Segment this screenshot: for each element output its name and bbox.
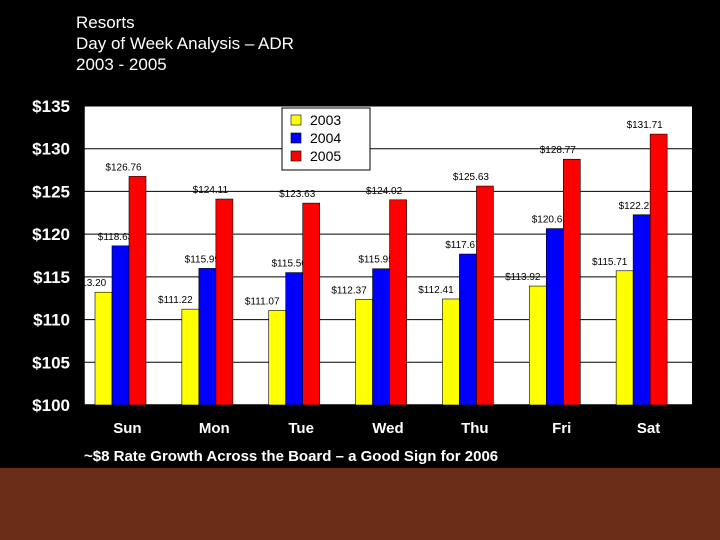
data-label-2005-wed: $124.02 — [366, 186, 403, 197]
bar-2005-mon — [215, 198, 234, 406]
bar-2005-tue — [302, 202, 321, 406]
y-tick-label: $135 — [32, 97, 70, 116]
x-tick-label-tue: Tue — [288, 420, 314, 437]
bar-2003-sun — [94, 291, 113, 406]
footer-band — [0, 468, 720, 540]
y-tick-label: $130 — [32, 140, 70, 159]
data-label-2005-thu: $125.63 — [453, 172, 490, 183]
bar-2004-sat — [632, 214, 651, 406]
bar-2003-mon — [181, 308, 200, 406]
bar-2005-fri — [562, 158, 581, 406]
y-tick-label: $120 — [32, 225, 70, 244]
x-tick-label-sat: Sat — [637, 420, 660, 437]
legend-label-2004: 2004 — [310, 130, 341, 146]
legend-swatch-2005 — [290, 150, 302, 162]
x-tick-label-mon: Mon — [199, 420, 230, 437]
data-label-2004-wed: $115.95 — [358, 255, 394, 266]
y-tick-label: $110 — [33, 311, 70, 330]
data-label-2004-thu: $117.67 — [445, 240, 481, 251]
legend-swatch-2004 — [290, 132, 302, 144]
data-label-2004-fri: $120.65 — [532, 215, 569, 226]
title-line-3: 2003 - 2005 — [76, 55, 167, 74]
bar-2003-sat — [615, 270, 634, 406]
data-label-2005-sun: $126.76 — [105, 162, 142, 173]
bar-2004-mon — [198, 268, 217, 406]
data-label-2004-sun: $118.63 — [98, 232, 134, 243]
data-label-2004-tue: $115.50 — [272, 259, 308, 270]
bar-2003-wed — [355, 299, 373, 406]
bar-2003-tue — [268, 310, 287, 406]
y-tick-label: $100 — [32, 396, 70, 415]
data-label-2003-tue: $111.07 — [245, 296, 280, 307]
bar-2004-fri — [545, 228, 564, 406]
y-tick-label: $125 — [32, 182, 70, 201]
x-tick-label-thu: Thu — [461, 420, 489, 437]
data-label-2003-mon: $111.22 — [158, 295, 193, 306]
bar-2004-tue — [285, 272, 304, 406]
data-label-2003-sun: $113.20 — [71, 278, 107, 289]
adr-bar-chart: $100 $105 $110 $115 $120 $125 $130 $135 $113.20 $… — [32, 97, 693, 437]
bar-2005-sun — [128, 176, 147, 406]
bar-2003-fri — [528, 285, 547, 406]
data-label-2005-mon: $124.11 — [193, 185, 229, 196]
bar-2005-sat — [649, 133, 668, 406]
title-line-2: Day of Week Analysis – ADR — [76, 34, 294, 53]
bar-2003-thu — [442, 298, 460, 406]
data-label-2003-sat: $115.71 — [592, 257, 628, 268]
bar-2005-wed — [389, 199, 407, 406]
data-label-2004-mon: $115.99 — [185, 254, 221, 265]
legend-swatch-2003 — [290, 114, 302, 126]
y-tick-label: $115 — [33, 268, 70, 287]
y-tick-label: $105 — [32, 353, 70, 372]
data-label-2005-sat: $131.71 — [627, 120, 664, 131]
data-label-2003-fri: $113.92 — [505, 272, 541, 283]
chart-caption: ~$8 Rate Growth Across the Board – a Goo… — [84, 448, 499, 465]
title-line-1: Resorts — [76, 13, 135, 32]
legend-label-2003: 2003 — [310, 112, 341, 128]
slide-title: Resorts Day of Week Analysis – ADR 2003 … — [76, 12, 294, 75]
bar-2005-thu — [476, 185, 494, 406]
data-label-2005-tue: $123.63 — [279, 189, 316, 200]
data-label-2003-wed: $112.37 — [331, 285, 367, 296]
x-tick-label-wed: Wed — [372, 420, 403, 437]
data-label-2004-sat: $122.27 — [619, 201, 656, 212]
bar-2004-wed — [372, 268, 390, 406]
bar-2004-thu — [459, 253, 477, 406]
x-tick-label-fri: Fri — [552, 420, 571, 437]
data-label-2005-fri: $128.77 — [540, 145, 577, 156]
bar-2004-sun — [111, 245, 130, 406]
legend-label-2005: 2005 — [310, 148, 341, 164]
data-label-2003-thu: $112.41 — [418, 285, 454, 296]
x-tick-label-sun: Sun — [113, 420, 141, 437]
